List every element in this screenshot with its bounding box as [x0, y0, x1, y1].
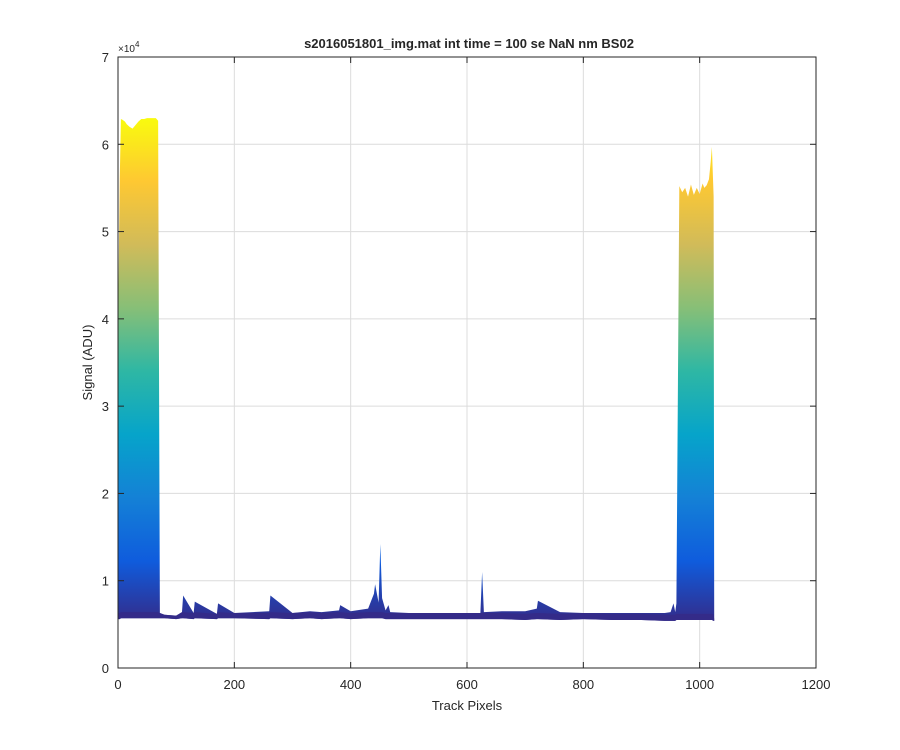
- signal-baseline: [118, 612, 715, 621]
- x-tick-label: 200: [223, 677, 245, 692]
- x-tick-label: 600: [456, 677, 478, 692]
- x-tick-label: 800: [572, 677, 594, 692]
- y-tick-label: 1: [102, 574, 109, 589]
- y-axis-exponent: ×104: [118, 40, 140, 55]
- x-tick-label: 400: [340, 677, 362, 692]
- y-tick-label: 2: [102, 486, 109, 501]
- x-tick-label: 1200: [802, 677, 831, 692]
- y-axis-label: Signal (ADU): [80, 325, 95, 401]
- y-tick-label: 3: [102, 399, 109, 414]
- y-tick-label: 5: [102, 225, 109, 240]
- y-tick-label: 6: [102, 137, 109, 152]
- y-tick-label: 7: [102, 50, 109, 65]
- x-axis-label: Track Pixels: [432, 698, 503, 713]
- y-axis-ticks: 0 1 2 3 4 5 6 7: [102, 50, 816, 676]
- data-layer: [118, 118, 715, 621]
- x-tick-label: 1000: [685, 677, 714, 692]
- y-tick-label: 0: [102, 661, 109, 676]
- x-tick-label: 0: [114, 677, 121, 692]
- y-tick-label: 4: [102, 312, 109, 327]
- x-axis-ticks: 0 200 400 600 800 1000 1200: [114, 57, 830, 692]
- chart-title: s2016051801_img.mat int time = 100 se Na…: [304, 36, 634, 51]
